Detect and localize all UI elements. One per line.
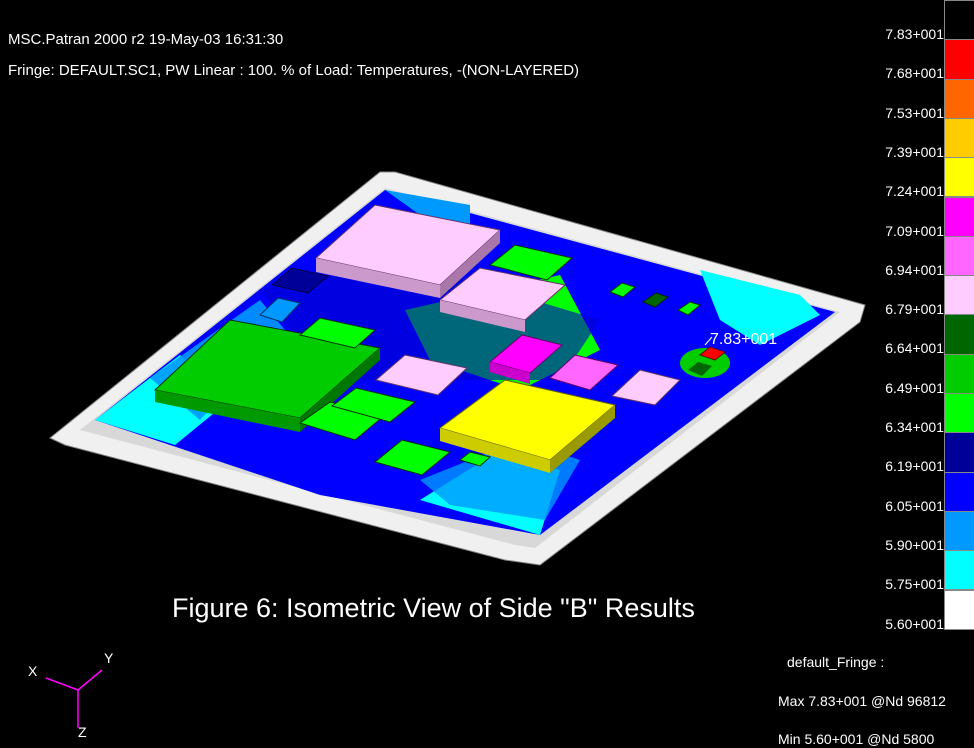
legend-swatch	[944, 235, 974, 277]
legend-swatch	[944, 393, 974, 434]
legend-tick-label: 6.19+001	[885, 458, 944, 475]
component-pink-small-2	[549, 354, 620, 391]
legend-swatch	[944, 471, 974, 512]
legend-tick-label: 7.39+001	[885, 143, 944, 160]
legend-tick-label: 5.60+001	[885, 615, 944, 632]
legend-tick-label: 7.83+001	[885, 26, 944, 42]
legend-swatch	[944, 550, 974, 591]
fringe-legend-bar	[944, 0, 974, 630]
legend-swatch	[944, 510, 974, 552]
component-green-small-2	[330, 387, 417, 423]
legend-swatch	[944, 314, 974, 355]
figure-caption: Figure 6: Isometric View of Side "B" Res…	[172, 593, 695, 623]
component-green-large-side	[155, 390, 300, 432]
legend-tick-label: 6.49+001	[885, 379, 944, 396]
component-green-small-4	[298, 317, 377, 349]
model-viewport[interactable]	[0, 0, 940, 600]
axis-x-label: X	[28, 663, 38, 679]
fringe-max: Max 7.83+001 @Nd 96812	[778, 693, 946, 709]
component-green-small-5	[488, 244, 574, 281]
component-green-small-6	[458, 451, 492, 467]
axis-triad	[45, 669, 103, 728]
component-green-small-8	[677, 301, 702, 316]
legend-tick-label: 5.75+001	[885, 576, 944, 593]
axis-x-line	[45, 677, 79, 691]
legend-swatch	[944, 275, 974, 316]
peak-temperature-label: 7.83+001	[710, 331, 778, 348]
fringe-name: default_Fringe :	[787, 654, 885, 670]
legend-tick-label: 7.24+001	[885, 183, 944, 200]
peak-leader-line	[704, 336, 713, 346]
component-green-small-7	[608, 282, 637, 298]
legend-swatch	[944, 117, 974, 159]
component-pink-large-side	[316, 258, 440, 298]
component-navy-1	[270, 267, 330, 294]
legend-swatch	[944, 353, 974, 394]
hotspot-component-red	[698, 346, 727, 361]
component-yellow-side2	[550, 405, 615, 473]
legend-swatch	[944, 589, 974, 630]
header-title: MSC.Patran 2000 r2 19-May-03 16:31:30	[8, 31, 284, 48]
legend-tick-label: 6.64+001	[885, 340, 944, 357]
legend-tick-label: 7.68+001	[885, 65, 944, 82]
legend-tick-label: 6.34+001	[885, 419, 944, 435]
thermal-region-cyan-right	[700, 270, 820, 345]
component-green-small-3	[373, 439, 452, 476]
legend-tick-label: 6.94+001	[885, 261, 944, 278]
legend-tick-label: 5.90+001	[885, 536, 944, 553]
legend-swatch	[944, 78, 974, 119]
legend-tick-label: 7.53+001	[885, 104, 944, 121]
legend-swatch	[944, 196, 974, 237]
component-pink-small-3	[610, 369, 681, 406]
component-pink-small-1	[374, 354, 469, 396]
fringe-min: Min 5.60+001 @Nd 5800	[778, 731, 935, 747]
legend-tick-label: 6.05+001	[885, 497, 944, 514]
hotspot-component-darkgreen	[688, 362, 712, 376]
component-magenta-side	[490, 362, 530, 384]
component-darkgreen-small	[641, 292, 670, 308]
legend-tick-label: 7.09+001	[885, 222, 944, 239]
legend-swatch	[944, 0, 974, 41]
legend-tick-label: 6.79+001	[885, 301, 944, 318]
component-pink-large-side2	[440, 230, 500, 298]
legend-swatch	[944, 157, 974, 198]
legend-swatch	[944, 39, 974, 80]
component-lightblue-1	[259, 297, 301, 323]
legend-swatch	[944, 432, 974, 473]
axis-z-label: Z	[78, 724, 87, 740]
axis-y-label: Y	[104, 650, 114, 666]
header-fringe-info: Fringe: DEFAULT.SC1, PW Linear : 100. % …	[8, 62, 580, 79]
component-yellow-side	[440, 428, 550, 473]
axis-y-line	[77, 669, 103, 691]
component-pink-mid-side	[440, 300, 525, 332]
